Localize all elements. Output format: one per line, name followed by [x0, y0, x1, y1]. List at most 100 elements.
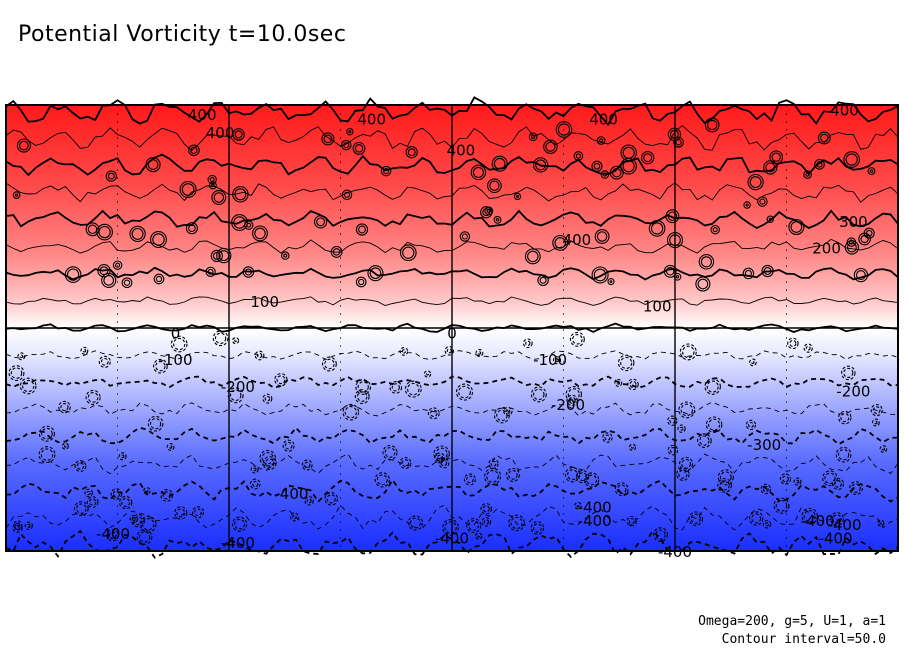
vortex-ring	[508, 470, 518, 480]
vortex-ring	[244, 268, 252, 276]
vortex-ring	[304, 496, 314, 506]
vortex-ring	[596, 231, 608, 242]
vortex-ring	[848, 239, 854, 245]
vortex-ring	[97, 264, 111, 278]
contour-label: 400	[188, 106, 217, 124]
vortex-ring	[330, 245, 343, 258]
vortex-ring	[667, 415, 678, 426]
vortex-ring	[129, 225, 146, 243]
vortex-ring	[136, 529, 153, 545]
vortex-ring	[423, 370, 432, 378]
vortex-ring	[216, 247, 232, 264]
vortex-ring	[489, 180, 500, 191]
vortex-ring	[152, 233, 165, 246]
vortex-ring	[759, 198, 766, 205]
vortex-ring	[766, 215, 775, 223]
vortex-ring	[168, 445, 173, 449]
vortex-ring	[745, 203, 749, 207]
vortex-ring	[101, 272, 117, 288]
vortex-ring	[348, 130, 352, 134]
contour-interval-note: Contour interval=50.0	[721, 632, 886, 647]
vortex-ring	[484, 206, 494, 216]
contour-label: 300	[839, 213, 868, 231]
vortex-ring	[844, 240, 860, 255]
vortex-ring	[138, 531, 151, 543]
vortex-ring	[609, 280, 613, 283]
vortex-ring	[405, 146, 418, 159]
vortex-ring	[578, 472, 588, 482]
vortex-ring	[86, 490, 91, 495]
vortex-ring	[846, 242, 857, 253]
vortex-ring	[344, 406, 357, 419]
vortex-ring	[845, 153, 858, 166]
contour-label: -400	[819, 530, 853, 548]
vortex-ring	[480, 206, 493, 219]
vortex-ring	[433, 445, 450, 462]
vortex-ring	[402, 246, 415, 259]
vortex-ring	[89, 498, 97, 506]
vortex-ring	[210, 249, 223, 263]
vortex-ring	[12, 522, 23, 533]
vortex-ring	[369, 267, 382, 280]
vortex-ring	[576, 504, 580, 508]
vortex-ring	[653, 527, 668, 542]
vortex-ring	[149, 418, 162, 430]
vortex-ring	[205, 266, 216, 277]
vortex-ring	[490, 460, 497, 467]
vortex-ring	[831, 477, 845, 490]
vortex-ring	[532, 157, 549, 173]
vortex-ring	[611, 167, 622, 178]
vortex-ring	[555, 121, 573, 138]
vortex-ring	[481, 517, 492, 527]
vortex-ring	[586, 474, 598, 486]
vortex-ring	[162, 491, 171, 500]
vortex-ring	[143, 487, 151, 495]
vortex-ring	[324, 358, 335, 370]
vortex-ring	[678, 469, 688, 479]
vortex-ring	[194, 508, 202, 517]
vortex-ring	[771, 152, 781, 162]
vortex-ring	[262, 456, 277, 471]
vortex-ring	[321, 356, 337, 372]
contour-label: 200	[812, 240, 841, 258]
vortex-ring	[14, 193, 19, 197]
vortex-ring	[843, 151, 861, 168]
vortex-ring	[552, 356, 562, 365]
vortex-ring	[119, 495, 133, 510]
vortex-ring	[459, 231, 471, 242]
vortex-ring	[591, 160, 603, 172]
vortex-ring	[557, 123, 571, 136]
vortex-ring	[793, 477, 802, 486]
vortex-ring	[604, 434, 611, 441]
contour-label: -400	[221, 534, 255, 552]
vortex-ring	[816, 161, 823, 168]
vortex-ring	[252, 225, 268, 242]
contour-label: -400	[435, 530, 469, 548]
vortex-ring	[306, 498, 312, 504]
vortex-ring	[650, 222, 664, 235]
vortex-ring	[764, 522, 770, 527]
vortex-ring	[567, 469, 578, 481]
vortex-ring	[763, 267, 772, 275]
vortex-ring	[382, 444, 398, 461]
vortex-ring	[147, 159, 159, 170]
vortex-ring	[751, 360, 755, 365]
vortex-ring	[38, 446, 56, 464]
vortex-ring	[458, 385, 471, 399]
vortex-ring	[591, 266, 609, 284]
vortex-ring	[26, 523, 31, 528]
vortex-ring	[110, 488, 123, 500]
vortex-ring	[404, 380, 422, 398]
contour-label: -400	[96, 525, 130, 543]
vortex-ring	[545, 141, 556, 152]
vortex-ring	[281, 251, 290, 260]
vortex-ring	[242, 266, 255, 278]
vortex-ring	[176, 508, 186, 518]
vortex-ring	[673, 136, 684, 148]
chart-title: Potential Vorticity t=10.0sec	[18, 22, 347, 47]
vortex-ring	[475, 349, 484, 357]
vortex-ring	[843, 367, 854, 378]
vortex-ring	[832, 514, 842, 524]
vortex-ring	[96, 223, 113, 241]
vortex-ring	[407, 148, 416, 157]
